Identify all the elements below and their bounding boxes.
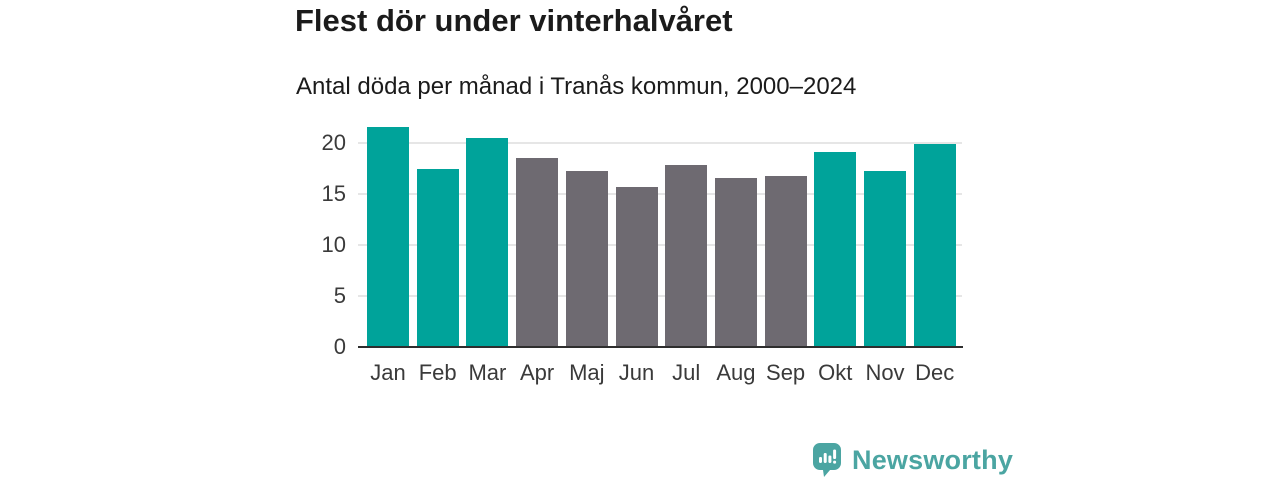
x-tick-label: Nov <box>865 360 905 385</box>
bar <box>913 144 956 346</box>
bar <box>565 170 608 346</box>
bar <box>416 168 459 346</box>
x-tick-label: Jul <box>672 360 701 385</box>
chart-title: Flest dör under vinterhalvåret <box>295 3 733 38</box>
y-tick-label: 15 <box>321 181 346 206</box>
y-tick-label: 0 <box>333 334 346 359</box>
x-tick-label: Apr <box>519 360 555 385</box>
newsworthy-logo-text: Newsworthy <box>852 444 1014 475</box>
x-tick-label: Mar <box>468 360 507 385</box>
x-tick-label: Maj <box>569 360 605 385</box>
bar <box>665 165 708 346</box>
bar <box>714 177 757 346</box>
gridline <box>358 142 962 144</box>
bar <box>367 126 409 346</box>
y-tick-label: 10 <box>321 232 346 257</box>
bar <box>864 170 906 346</box>
y-tick-label: 5 <box>333 283 346 308</box>
chart-subtitle: Antal döda per månad i Tranås kommun, 20… <box>296 73 857 100</box>
bar <box>814 152 857 346</box>
x-tick-label: Dec <box>915 360 955 385</box>
x-tick-label: Jan <box>370 360 406 385</box>
bar-chart-speech-bubble-icon <box>813 443 841 477</box>
x-tick-label: Okt <box>818 360 853 385</box>
x-tick-label: Feb <box>418 360 457 385</box>
gridline <box>358 244 962 246</box>
bar <box>466 137 509 346</box>
gridline <box>358 295 962 297</box>
bar <box>764 175 807 346</box>
y-tick-label: 20 <box>321 130 346 155</box>
gridline <box>358 193 962 195</box>
x-axis-line <box>358 346 963 348</box>
bar <box>516 158 559 346</box>
x-tick-label: Sep <box>766 360 806 385</box>
x-tick-label: Jun <box>618 360 655 385</box>
newsworthy-logo: Newsworthy <box>813 443 1013 477</box>
bar <box>615 186 658 346</box>
x-tick-label: Aug <box>716 360 756 385</box>
